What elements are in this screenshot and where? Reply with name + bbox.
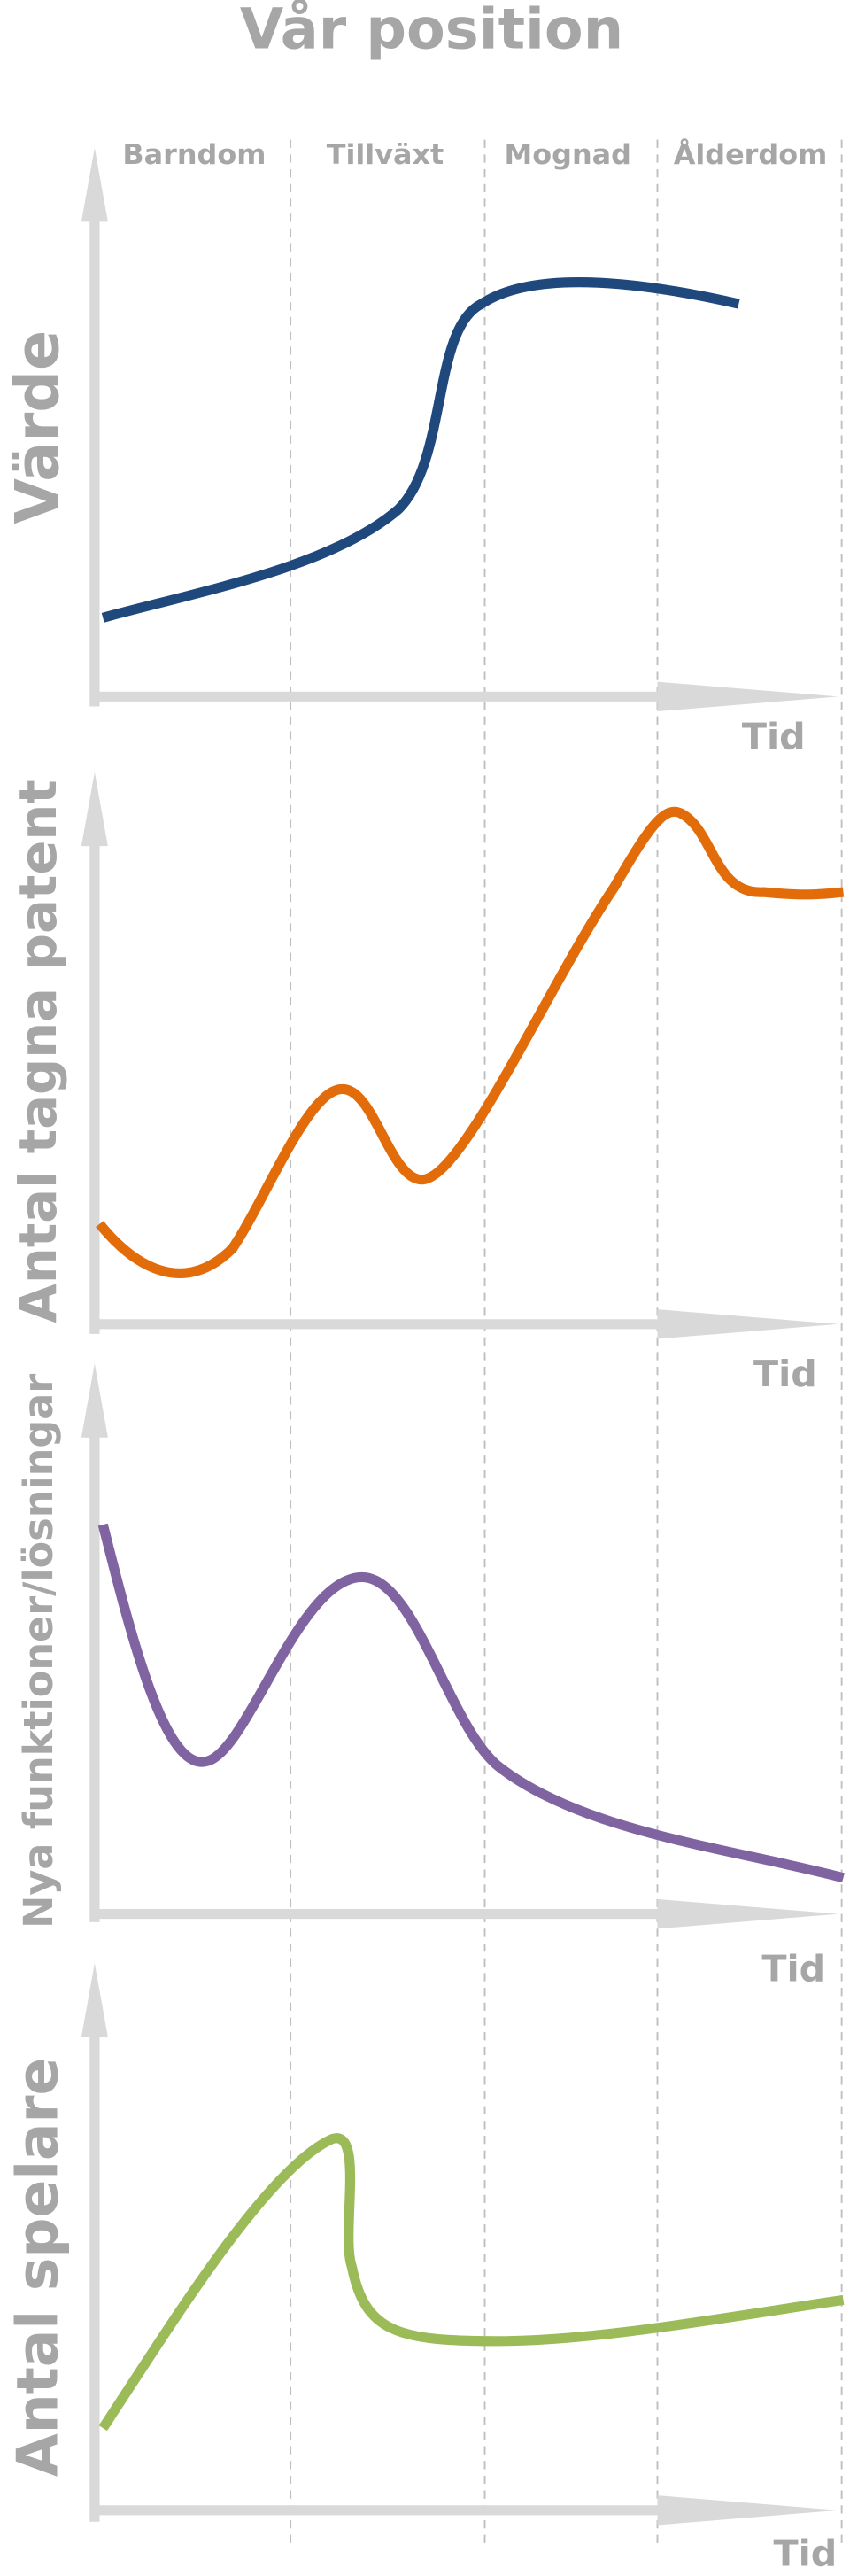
y-label: Antal tagna patent xyxy=(8,780,68,1323)
curve xyxy=(97,1523,845,1883)
phase-label: Mognad xyxy=(505,139,631,171)
arrowhead xyxy=(81,1963,108,2037)
y-label: Värde xyxy=(3,330,72,524)
phase-label: Barndom xyxy=(122,139,266,171)
arrowhead xyxy=(81,1363,108,1438)
phase-label: Ålderdom xyxy=(674,137,828,171)
x-label: Tid xyxy=(753,1353,817,1395)
y-label: Antal spelare xyxy=(4,2058,70,2477)
arrowhead xyxy=(657,1898,838,1929)
curve xyxy=(96,806,845,1278)
y-label: Nya funktioner/lösningar xyxy=(15,1374,62,1928)
curve xyxy=(101,277,740,623)
arrowhead xyxy=(81,147,108,222)
panel: Tid Värde xyxy=(3,147,838,758)
x-label: Tid xyxy=(761,1948,825,1990)
panel: Tid Antal tagna patent xyxy=(8,772,845,1395)
curve xyxy=(98,2133,845,2432)
panel: Tid Nya funktioner/lösningar xyxy=(15,1363,845,1990)
arrowhead xyxy=(657,681,838,712)
arrowhead xyxy=(657,1309,838,1339)
arrowhead xyxy=(657,2495,838,2526)
x-label: Tid xyxy=(742,716,806,758)
arrowhead xyxy=(81,772,108,847)
title: Vår position xyxy=(240,0,623,61)
phase-label: Tillväxt xyxy=(327,139,444,171)
x-label: Tid xyxy=(773,2533,837,2575)
panel: Tid Antal spelare xyxy=(4,1963,845,2575)
